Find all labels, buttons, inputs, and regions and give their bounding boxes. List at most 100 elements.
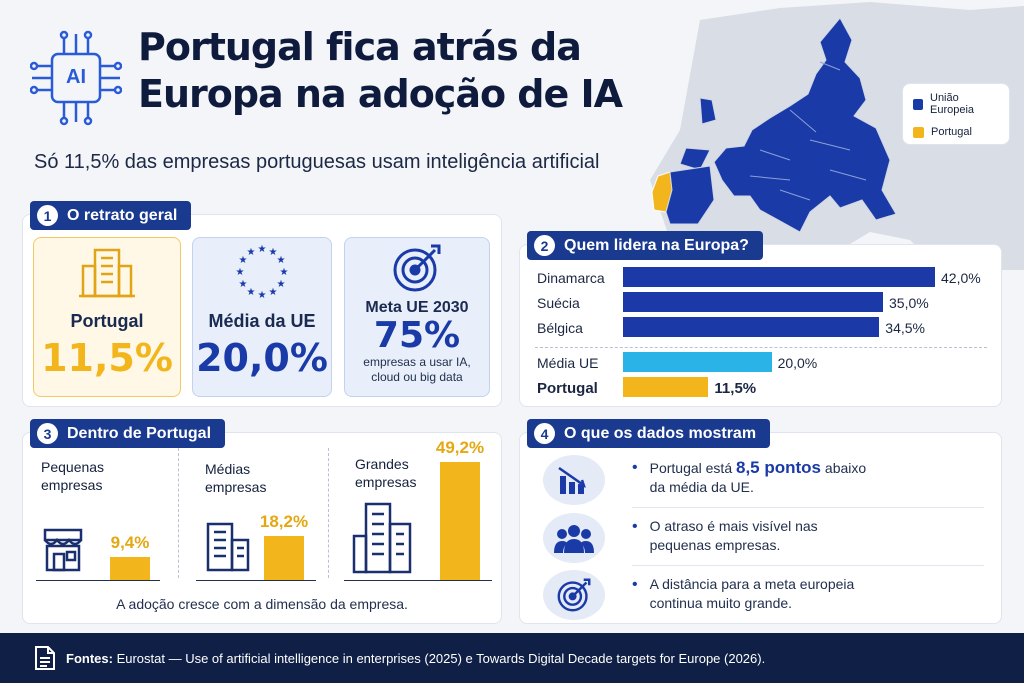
size-bar-chart: 9,4% 18,2% 49,2% xyxy=(0,0,484,580)
section-insights-tag: 4 O que os dados mostram xyxy=(527,419,771,448)
section-leaders-tag: 2 Quem lidera na Europa? xyxy=(527,231,763,260)
baseline xyxy=(344,580,492,581)
section-overview-tag: 1 O retrato geral xyxy=(30,201,192,230)
svg-text:★: ★ xyxy=(247,287,256,298)
insight-item: • Portugal está 8,5 pontos abaixo da méd… xyxy=(632,458,972,497)
legend-swatch-eu xyxy=(913,98,923,110)
bar xyxy=(623,292,883,312)
bar xyxy=(623,352,772,372)
bar xyxy=(623,317,880,337)
section-portugal-tag: 3 Dentro de Portugal xyxy=(30,419,226,448)
target-icon xyxy=(393,244,441,292)
bar-label: Dinamarca xyxy=(537,270,605,286)
group-large-label: Grandes empresas xyxy=(355,456,417,490)
bullet: • xyxy=(632,576,638,593)
section-number: 1 xyxy=(37,205,58,226)
leaders-bar-chart: Dinamarca 42,0% Suécia 35,0% Bélgica 34,5% Méd… xyxy=(535,267,995,407)
sources-text: Eurostat — Use of artificial intelligenc… xyxy=(112,650,766,666)
card-target-label: Meta UE 2030 xyxy=(365,299,469,316)
leaders-divider xyxy=(535,347,987,348)
section-number: 4 xyxy=(534,423,555,444)
office-building-icon xyxy=(206,522,250,572)
svg-text:★: ★ xyxy=(277,279,286,290)
svg-text:★: ★ xyxy=(269,287,278,298)
bar-value-label: 20,0% xyxy=(777,355,818,371)
bullet: • xyxy=(632,518,638,535)
svg-text:★: ★ xyxy=(258,290,267,301)
section-number: 3 xyxy=(37,423,58,444)
insight-text: Portugal está 8,5 pontos abaixo da média… xyxy=(649,458,867,495)
bullet: • xyxy=(632,459,638,476)
insight-text: O atraso é mais visível nas pequenas emp… xyxy=(649,518,818,553)
document-icon xyxy=(35,646,55,670)
card-eu-average: ★ ★ ★ ★ ★ ★ ★ ★ ★ ★ ★ ★ Média da UE 20,0% xyxy=(192,237,332,397)
legend-swatch-portugal xyxy=(913,126,924,138)
card-eu-label: Média da UE xyxy=(208,311,316,331)
chart-down-icon xyxy=(543,455,605,505)
bar-value-label: 11,5% xyxy=(714,380,757,397)
buildings-icon xyxy=(79,248,135,298)
size-bar-value: 49,2% xyxy=(435,438,485,457)
section-portugal-panel xyxy=(22,432,502,624)
ai-badge-text: AI xyxy=(66,66,86,88)
target-icon xyxy=(543,570,605,620)
ai-chip-icon xyxy=(30,30,122,126)
section-number: 2 xyxy=(534,235,555,256)
svg-text:★: ★ xyxy=(277,255,286,266)
size-caption: A adoção cresce com a dimensão da empres… xyxy=(116,596,408,612)
map-legend: União Europeia Portugal xyxy=(902,83,1010,145)
size-bar-value: 9,4% xyxy=(110,533,150,553)
bar-label: Média UE xyxy=(537,355,599,371)
col-divider xyxy=(178,448,179,578)
group-small-label: Pequenas empresas xyxy=(41,459,105,493)
svg-text:★: ★ xyxy=(258,244,267,255)
group-medium-label: Médias empresas xyxy=(205,461,267,495)
eu-stars-icon: ★ ★★★ ★★★★ ★★★★ xyxy=(236,244,289,301)
baseline xyxy=(36,580,160,581)
svg-text:★: ★ xyxy=(236,267,245,278)
svg-text:★: ★ xyxy=(239,255,248,266)
legend-item-portugal: Portugal xyxy=(913,126,999,138)
insight-divider xyxy=(632,565,984,566)
skyscrapers-icon xyxy=(352,502,412,574)
bar xyxy=(623,377,709,397)
insight-highlight: 8,5 pontos xyxy=(736,458,822,477)
legend-label-eu: União Europeia xyxy=(930,92,975,116)
col-divider xyxy=(328,448,329,578)
people-icon xyxy=(543,513,605,563)
section-title: O que os dados mostram xyxy=(564,424,757,442)
size-bar-value: 18,2% xyxy=(259,512,309,532)
svg-text:★: ★ xyxy=(269,247,278,258)
insight-text: A distância para a meta europeia continu… xyxy=(649,576,855,611)
legend-label-portugal: Portugal xyxy=(931,126,972,138)
insight-item: • A distância para a meta europeia conti… xyxy=(632,575,972,613)
bar-label: Portugal xyxy=(537,380,598,397)
svg-text:★: ★ xyxy=(247,247,256,258)
bar-value-label: 34,5% xyxy=(885,320,925,336)
card-eu-value: 20,0% xyxy=(196,336,328,380)
size-bar xyxy=(440,462,480,580)
card-target-note: empresas a usar IA, cloud ou big data xyxy=(363,355,471,384)
bar xyxy=(623,267,935,287)
sources-footer: Fontes: Eurostat — Use of artificial int… xyxy=(0,633,1024,683)
eu-landmass xyxy=(679,17,897,233)
card-eu-target: Meta UE 2030 75% empresas a usar IA, clo… xyxy=(344,237,490,397)
shop-icon xyxy=(43,528,83,572)
page-title: Portugal fica atrás da Europa na adoção … xyxy=(138,25,623,116)
bar-value-label: 35,0% xyxy=(889,295,929,311)
card-target-value: 75% xyxy=(373,315,461,356)
card-portugal: Portugal 11,5% xyxy=(33,237,181,397)
section-title: O retrato geral xyxy=(67,206,178,224)
bar-label: Suécia xyxy=(537,295,580,311)
card-portugal-label: Portugal xyxy=(70,311,144,331)
size-bar xyxy=(264,536,304,580)
svg-text:★: ★ xyxy=(280,267,289,278)
page-subtitle: Só 11,5% das empresas portuguesas usam i… xyxy=(34,151,600,173)
bar-label: Bélgica xyxy=(537,320,583,336)
insight-divider xyxy=(632,507,984,508)
card-portugal-value: 11,5% xyxy=(41,336,173,380)
insight-item: • O atraso é mais visível nas pequenas e… xyxy=(632,517,972,555)
legend-item-eu: União Europeia xyxy=(913,92,999,116)
section-title: Quem lidera na Europa? xyxy=(564,236,749,254)
sources-label: Fontes: xyxy=(66,650,113,666)
